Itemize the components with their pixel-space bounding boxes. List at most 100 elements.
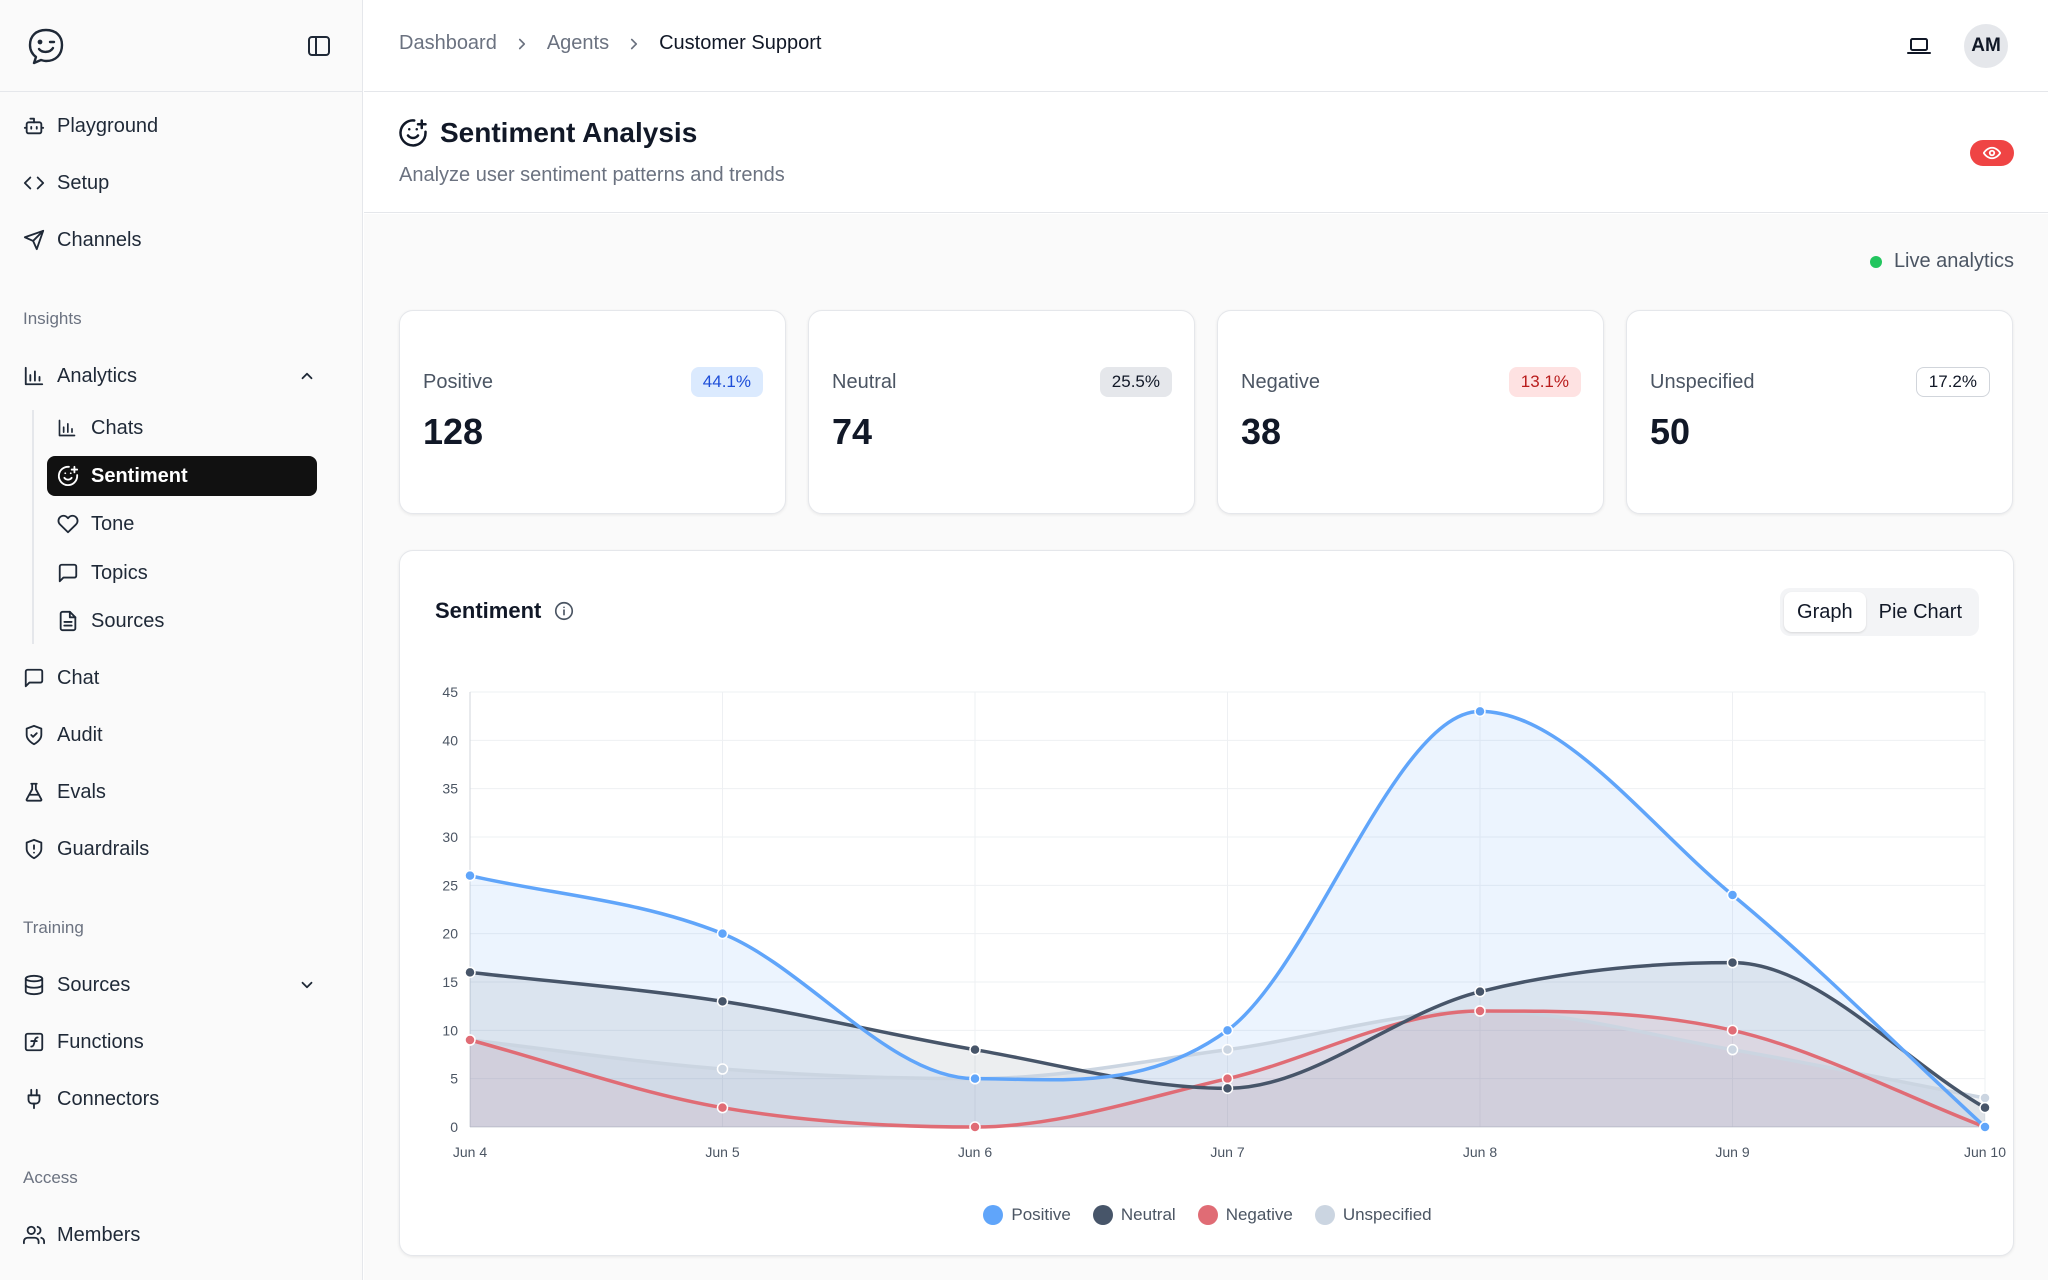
sidebar: Playground Setup Channels Insights Analy… [0, 0, 363, 1280]
chevron-down-icon[interactable] [298, 976, 316, 994]
live-status-dot [1869, 255, 1882, 268]
data-point-neutral [969, 1043, 981, 1056]
y-tick-label: 10 [442, 1022, 458, 1038]
visibility-badge[interactable] [1970, 140, 2014, 166]
smile-plus-icon [57, 465, 79, 487]
data-point-negative [716, 1101, 729, 1114]
y-tick-label: 15 [442, 974, 458, 990]
sidebar-item-label: Evals [57, 780, 106, 803]
stat-label: Unspecified [1650, 371, 1755, 393]
smiley-logo-icon[interactable] [26, 26, 66, 66]
sidebar-item-evals[interactable]: Evals [22, 772, 342, 812]
sentiment-area-chart: 0 5 10 15 20 25 30 35 40 45 Jun 4 Jun 5 Jun 6 Jun 7 Ju… [442, 684, 2006, 1160]
function-icon [22, 1030, 46, 1054]
data-point-unspecified [1221, 1043, 1234, 1056]
sidebar-item-label: Guardrails [57, 837, 150, 860]
stat-value: 50 [1650, 411, 1691, 452]
sidebar-item-guardrails[interactable]: Guardrails [22, 829, 342, 869]
sidebar-item-connectors[interactable]: Connectors [22, 1079, 342, 1119]
sidebar-item-audit[interactable]: Audit [22, 715, 342, 755]
y-tick-label: 0 [450, 1119, 458, 1135]
stat-label: Negative [1241, 371, 1320, 393]
sidebar-item-setup[interactable]: Setup [22, 163, 342, 203]
sidebar-toggle-icon[interactable] [306, 34, 332, 58]
sidebar-item-chats[interactable]: Chats [47, 408, 317, 448]
submenu-guide-line [32, 410, 34, 644]
avatar[interactable]: AM [1964, 24, 2008, 68]
series-area-unspecified [470, 1011, 1985, 1127]
page-title-row: Sentiment Analysis [398, 117, 697, 149]
data-point-unspecified [1979, 1092, 1991, 1104]
sidebar-item-label: Connectors [57, 1087, 160, 1110]
legend-item-neutral[interactable]: Neutral [1092, 1205, 1176, 1225]
bar-chart-icon [22, 364, 46, 388]
smile-plus-icon [398, 118, 428, 148]
legend-item-negative[interactable]: Negative [1197, 1205, 1293, 1225]
shield-check-icon [22, 723, 46, 747]
stat-percent-badge: 17.2% [1915, 367, 1990, 397]
sidebar-item-label: Setup [57, 171, 110, 194]
sidebar-item-analytics[interactable]: Analytics [22, 356, 342, 396]
graph-toggle-button[interactable]: Graph [1784, 592, 1866, 632]
data-point-positive [1474, 705, 1486, 718]
sidebar-item-chat[interactable]: Chat [22, 658, 342, 698]
sidebar-item-members[interactable]: Members [22, 1215, 342, 1255]
series-area-neutral [470, 962, 1985, 1127]
chevron-up-icon[interactable] [298, 367, 316, 385]
pie-chart-toggle-button[interactable]: Pie Chart [1878, 600, 1962, 623]
stat-percent-badge: 44.1% [690, 367, 763, 397]
legend-item-unspecified[interactable]: Unspecified [1314, 1205, 1432, 1225]
data-point-positive [1979, 1121, 1991, 1133]
breadcrumb-dashboard[interactable]: Dashboard [399, 32, 497, 54]
stat-percent-badge: 25.5% [1099, 367, 1172, 397]
stat-card-positive: Positive 44.1% 128 [399, 310, 786, 514]
sidebar-item-label: Analytics [57, 364, 138, 387]
data-point-negative [1474, 1005, 1486, 1017]
data-point-positive [969, 1072, 981, 1085]
legend-label: Neutral [1120, 1205, 1176, 1224]
file-text-icon [57, 610, 79, 632]
stat-percent-badge: 13.1% [1508, 367, 1581, 397]
sidebar-item-functions[interactable]: Functions [22, 1022, 342, 1062]
sidebar-item-tone[interactable]: Tone [47, 504, 317, 544]
sidebar-header [0, 0, 362, 92]
bar-chart-icon [57, 417, 79, 439]
y-tick-label: 25 [442, 877, 458, 893]
main-content: Live analytics Positive 44.1% 128 Neutra… [364, 214, 2048, 1280]
breadcrumb-customer-support: Customer Support [659, 32, 822, 54]
data-point-neutral [1726, 956, 1739, 969]
stat-card-unspecified: Unspecified 17.2% 50 [1626, 310, 2013, 514]
sidebar-item-sentiment[interactable]: Sentiment [47, 456, 317, 496]
sidebar-item-playground[interactable]: Playground [22, 106, 342, 146]
sidebar-item-training-sources[interactable]: Sources [22, 965, 342, 1005]
sidebar-item-label: Chat [57, 666, 100, 689]
info-icon[interactable] [553, 600, 575, 622]
data-point-neutral [1474, 985, 1486, 998]
sidebar-item-label: Topics [91, 561, 148, 584]
sidebar-item-label: Functions [57, 1030, 144, 1053]
sentiment-chart-card: Sentiment Graph Pie Chart 0 5 10 15 20 25 30 35… [399, 550, 2014, 1256]
section-label-insights: Insights [23, 309, 82, 328]
legend-swatch [1197, 1205, 1218, 1225]
series-area-positive [470, 711, 1985, 1127]
sidebar-item-channels[interactable]: Channels [22, 220, 342, 260]
message-square-icon [57, 562, 79, 584]
legend-swatch [983, 1205, 1004, 1225]
legend-label: Positive [1011, 1205, 1071, 1224]
sidebar-item-label: Sentiment [91, 464, 188, 487]
breadcrumb-agents[interactable]: Agents [546, 32, 610, 54]
chart-title-row: Sentiment [435, 598, 575, 624]
flask-icon [22, 780, 46, 804]
stat-card-neutral: Neutral 25.5% 74 [808, 310, 1195, 514]
legend-label: Unspecified [1342, 1205, 1432, 1224]
data-point-negative [969, 1121, 981, 1133]
heart-icon [57, 513, 79, 535]
x-tick-label: Jun 7 [1210, 1144, 1244, 1160]
stat-value: 74 [832, 411, 873, 452]
section-label-access: Access [23, 1168, 78, 1187]
sidebar-item-label: Chats [91, 416, 144, 439]
sidebar-item-analytics-sources[interactable]: Sources [47, 601, 317, 641]
legend-item-positive[interactable]: Positive [983, 1205, 1071, 1225]
laptop-icon[interactable] [1905, 32, 1933, 60]
sidebar-item-topics[interactable]: Topics [47, 553, 317, 593]
